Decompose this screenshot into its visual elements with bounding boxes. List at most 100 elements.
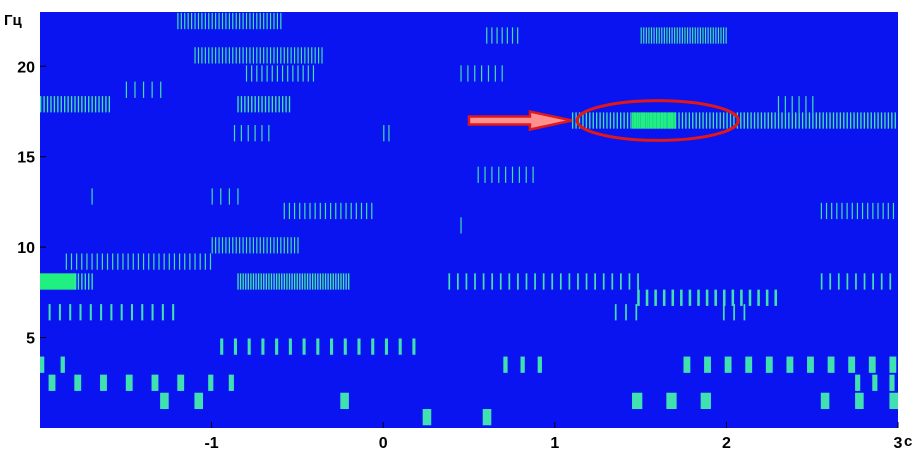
- spectral-band-mark: [268, 273, 270, 290]
- spectral-band-mark: [653, 27, 655, 44]
- spectral-band-mark: [501, 27, 503, 44]
- spectral-band-mark: [197, 47, 200, 64]
- spectral-band-mark: [245, 65, 248, 82]
- spectral-band-mark: [273, 47, 275, 64]
- spectral-band-mark: [261, 338, 265, 355]
- x-axis-label: с: [904, 433, 912, 450]
- spectral-band-mark: [648, 27, 650, 44]
- spectral-band-mark: [130, 304, 134, 321]
- spectral-band-mark: [283, 273, 286, 290]
- spectral-band-mark: [283, 47, 285, 64]
- spectral-band-mark: [43, 273, 46, 290]
- spectral-band-mark: [151, 304, 154, 321]
- spectral-band-mark: [77, 273, 80, 290]
- spectral-band-mark: [180, 12, 182, 30]
- spectral-band-mark: [317, 47, 320, 64]
- y-tick-label: 10: [17, 240, 35, 257]
- spectral-band-mark: [872, 374, 878, 391]
- spectral-band-mark: [263, 237, 265, 254]
- spectral-band-mark: [261, 65, 263, 82]
- spectral-band-mark: [142, 253, 145, 270]
- spectral-band-mark: [503, 356, 508, 373]
- spectral-band-mark: [297, 237, 299, 254]
- spectral-band-mark: [666, 112, 668, 129]
- spectral-band-mark: [882, 202, 884, 220]
- spectral-band-mark: [100, 374, 107, 391]
- spectral-band-mark: [694, 27, 696, 44]
- spectral-band-mark: [81, 253, 83, 270]
- spectral-band-mark: [221, 12, 224, 30]
- spectral-band-mark: [65, 253, 67, 270]
- spectral-band-mark: [45, 273, 48, 290]
- spectral-band-mark: [293, 237, 296, 254]
- spectral-band-mark: [448, 273, 451, 290]
- spectral-band-mark: [247, 338, 251, 355]
- spectral-band-mark: [199, 253, 201, 270]
- spectral-band-mark: [235, 12, 237, 30]
- spectral-band-mark: [228, 374, 234, 391]
- spectral-band-mark: [460, 65, 462, 82]
- annotation-arrow: [467, 109, 573, 132]
- spectral-band-mark: [177, 12, 179, 30]
- spectral-band-mark: [511, 27, 514, 44]
- spectral-band-mark: [820, 392, 830, 410]
- spectral-band-mark: [60, 356, 65, 373]
- spectral-band-mark: [681, 27, 683, 44]
- spectral-band-mark: [872, 202, 874, 220]
- spectral-band-mark: [371, 338, 375, 355]
- spectral-band-mark: [366, 202, 368, 220]
- spectral-band-mark: [638, 112, 641, 129]
- spectral-band-mark: [335, 273, 337, 290]
- x-tick-label: 3: [894, 435, 903, 452]
- spectral-band-mark: [745, 356, 753, 373]
- spectral-band-mark: [324, 202, 327, 220]
- spectral-band-mark: [812, 112, 814, 129]
- spectral-band-mark: [609, 112, 612, 129]
- spectral-band-mark: [517, 27, 519, 44]
- spectral-band-mark: [740, 112, 742, 129]
- spectral-band-mark: [486, 27, 488, 44]
- spectral-band-mark: [360, 202, 363, 220]
- spectral-band-mark: [204, 253, 206, 270]
- spectral-band-mark: [177, 374, 185, 391]
- spectral-band-mark: [832, 112, 835, 129]
- spectral-band-mark: [613, 112, 615, 129]
- spectral-band-mark: [264, 96, 267, 113]
- spectral-band-mark: [273, 12, 275, 30]
- spectral-band-mark: [112, 253, 114, 270]
- spectral-band-mark: [345, 202, 347, 220]
- spectral-band-mark: [757, 289, 760, 306]
- spectral-band-mark: [831, 202, 833, 220]
- spectral-band-mark: [88, 273, 90, 290]
- spectral-band-mark: [263, 47, 265, 64]
- spectral-band-mark: [62, 273, 65, 290]
- spectral-band-mark: [355, 202, 357, 220]
- spectral-band-mark: [69, 304, 72, 321]
- spectral-band-mark: [635, 304, 638, 321]
- spectral-band-mark: [249, 12, 251, 30]
- spectral-band-mark: [184, 12, 186, 30]
- spectral-band-mark: [645, 27, 647, 44]
- spectral-band-mark: [173, 253, 176, 270]
- spectral-band-mark: [64, 96, 66, 113]
- spectral-band-mark: [841, 202, 843, 220]
- spectral-band-mark: [225, 47, 227, 64]
- spectral-band-mark: [633, 112, 635, 129]
- spectral-band-mark: [636, 112, 638, 129]
- spectral-band-mark: [880, 112, 883, 129]
- spectral-band-mark: [487, 65, 490, 82]
- spectral-band-mark: [254, 125, 256, 142]
- spectral-band-mark: [281, 273, 283, 290]
- spectral-band-mark: [829, 112, 831, 129]
- spectral-band-mark: [301, 273, 304, 290]
- spectral-band-mark: [251, 65, 253, 82]
- spectral-band-mark: [700, 392, 711, 410]
- spectral-band-mark: [801, 112, 804, 129]
- spectral-band-mark: [892, 202, 895, 220]
- spectral-band-mark: [765, 356, 773, 373]
- spectral-band-mark: [491, 273, 494, 290]
- spectral-band-mark: [269, 47, 272, 64]
- spectral-band-mark: [843, 112, 845, 129]
- spectral-band-mark: [467, 65, 469, 82]
- spectral-band-mark: [729, 112, 732, 129]
